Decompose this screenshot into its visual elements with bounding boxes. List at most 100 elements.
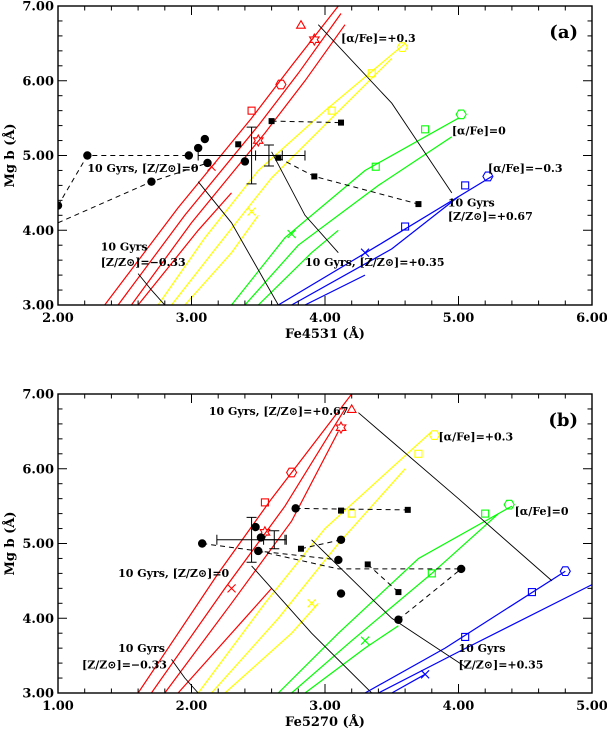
iso-line bbox=[137, 273, 166, 305]
observed-point bbox=[334, 555, 343, 565]
observed-point bbox=[251, 522, 260, 532]
model-marker-hexagon bbox=[455, 109, 467, 120]
observed-dashed-path bbox=[367, 564, 399, 593]
model-line-minus033 bbox=[104, 6, 339, 305]
model-line-minus033 bbox=[164, 431, 339, 693]
model-line-plus033 bbox=[277, 505, 513, 693]
model-line-zero bbox=[211, 468, 406, 693]
x-axis-label: Fe5270 (Å) bbox=[285, 714, 365, 730]
iso-line bbox=[358, 412, 553, 582]
model-line-plus033 bbox=[231, 117, 459, 305]
x-tick-label: 3.00 bbox=[176, 311, 208, 326]
y-axis-label: Mg b (Å) bbox=[2, 511, 18, 575]
model-marker-square bbox=[461, 181, 470, 190]
model-marker-hexagon bbox=[285, 467, 298, 478]
model-line-plus033 bbox=[291, 513, 499, 693]
model-marker-cross bbox=[247, 207, 256, 216]
observed-dashed-path bbox=[300, 539, 342, 550]
x-tick-label: 3.00 bbox=[309, 699, 341, 714]
x-axis-label: Fe4531 (Å) bbox=[285, 326, 365, 342]
error-bar bbox=[216, 516, 287, 563]
observed-point bbox=[200, 134, 210, 144]
annotation: 10 Gyrs bbox=[448, 196, 495, 209]
model-marker-square bbox=[401, 222, 410, 231]
model-line-zero bbox=[197, 430, 433, 693]
x-tick-label: 4.00 bbox=[309, 311, 341, 326]
observed-point bbox=[336, 535, 346, 544]
y-tick-label: 6.00 bbox=[22, 74, 54, 89]
observed-point-square bbox=[235, 141, 242, 148]
model-marker-square bbox=[481, 509, 490, 518]
model-line-minus033 bbox=[137, 192, 232, 305]
annotation: 10 Gyrs, [Z/Z⊙]=0 bbox=[87, 162, 198, 175]
model-marker-triangle bbox=[346, 403, 357, 413]
error-bar bbox=[197, 126, 306, 185]
annotation: [α/Fe]=+0.3 bbox=[341, 32, 416, 45]
model-line-plus033 bbox=[257, 229, 339, 305]
x-tick-label: 5.00 bbox=[443, 311, 475, 326]
observed-point-square bbox=[404, 506, 411, 513]
observed-point bbox=[254, 546, 263, 556]
observed-point bbox=[58, 201, 63, 210]
model-line-minus033 bbox=[117, 13, 342, 305]
y-tick-label: 3.00 bbox=[22, 687, 54, 702]
model-marker-square bbox=[247, 106, 256, 115]
observed-point-square bbox=[415, 201, 422, 208]
annotation: [α/Fe]=0 bbox=[452, 125, 506, 138]
model-marker-cross bbox=[307, 598, 317, 608]
observed-point-square bbox=[311, 173, 318, 180]
observed-point bbox=[291, 504, 300, 513]
y-tick-label: 4.00 bbox=[22, 224, 54, 239]
annotation: [α/Fe]=−0.3 bbox=[488, 162, 563, 175]
x-tick-label: 6.00 bbox=[576, 311, 607, 326]
model-marker-star bbox=[335, 420, 347, 435]
model-line-plus067 bbox=[304, 274, 366, 305]
y-tick-label: 5.00 bbox=[22, 149, 54, 164]
annotation: [Z/Z⊙]=−0.33 bbox=[82, 658, 167, 671]
model-line-plus067 bbox=[291, 196, 459, 305]
y-tick-label: 7.00 bbox=[22, 0, 54, 15]
annotation: 10 Gyrs, [Z/Z⊙]=0 bbox=[118, 567, 229, 580]
observed-point bbox=[197, 539, 207, 548]
iso-line bbox=[317, 24, 453, 194]
model-marker-square bbox=[527, 588, 536, 597]
iso-line bbox=[251, 565, 373, 693]
y-tick-label: 4.00 bbox=[22, 612, 54, 627]
model-marker-hexagon bbox=[503, 499, 515, 510]
panel-a: 2.00 3.00 4.00 5.00 6.003.004.005.006.007.00… bbox=[2, 0, 607, 342]
observed-point bbox=[336, 589, 346, 598]
iso-line bbox=[197, 181, 279, 305]
model-line-plus067 bbox=[378, 584, 592, 693]
annotation: [Z/Z⊙]=+0.35 bbox=[459, 658, 544, 671]
iso-line bbox=[311, 539, 466, 668]
iso-line bbox=[271, 151, 339, 253]
model-line-zero bbox=[224, 602, 319, 693]
observed-point bbox=[83, 151, 92, 160]
y-tick-label: 7.00 bbox=[22, 388, 54, 403]
plot-area bbox=[58, 6, 494, 305]
observed-point bbox=[240, 157, 250, 166]
observed-point-square bbox=[395, 589, 402, 596]
panel-label: (b) bbox=[548, 410, 578, 431]
observed-dashed-path bbox=[278, 157, 419, 205]
error-bar bbox=[263, 530, 286, 550]
observed-point bbox=[184, 151, 194, 160]
model-marker-square bbox=[260, 498, 269, 507]
annotation: 10 Gyrs bbox=[459, 642, 506, 655]
annotation: 10 Gyrs bbox=[101, 240, 148, 253]
model-marker-triangle bbox=[295, 19, 307, 29]
model-marker-square bbox=[414, 449, 423, 458]
x-tick-label: 1.00 bbox=[42, 699, 74, 714]
annotation: [α/Fe]=0 bbox=[515, 505, 569, 518]
annotation: 10 Gyrs, [Z/Z⊙]=+0.35 bbox=[305, 256, 445, 269]
model-marker-cross bbox=[227, 583, 236, 593]
observed-point-square bbox=[364, 561, 371, 568]
x-tick-label: 5.00 bbox=[576, 699, 607, 714]
y-tick-label: 5.00 bbox=[22, 537, 54, 552]
x-tick-label: 2.00 bbox=[176, 699, 208, 714]
model-line-zero bbox=[157, 42, 406, 305]
model-marker-hexagon bbox=[428, 430, 441, 440]
model-marker-star bbox=[252, 133, 265, 148]
annotation: [Z/Z⊙]=−0.33 bbox=[101, 256, 186, 269]
